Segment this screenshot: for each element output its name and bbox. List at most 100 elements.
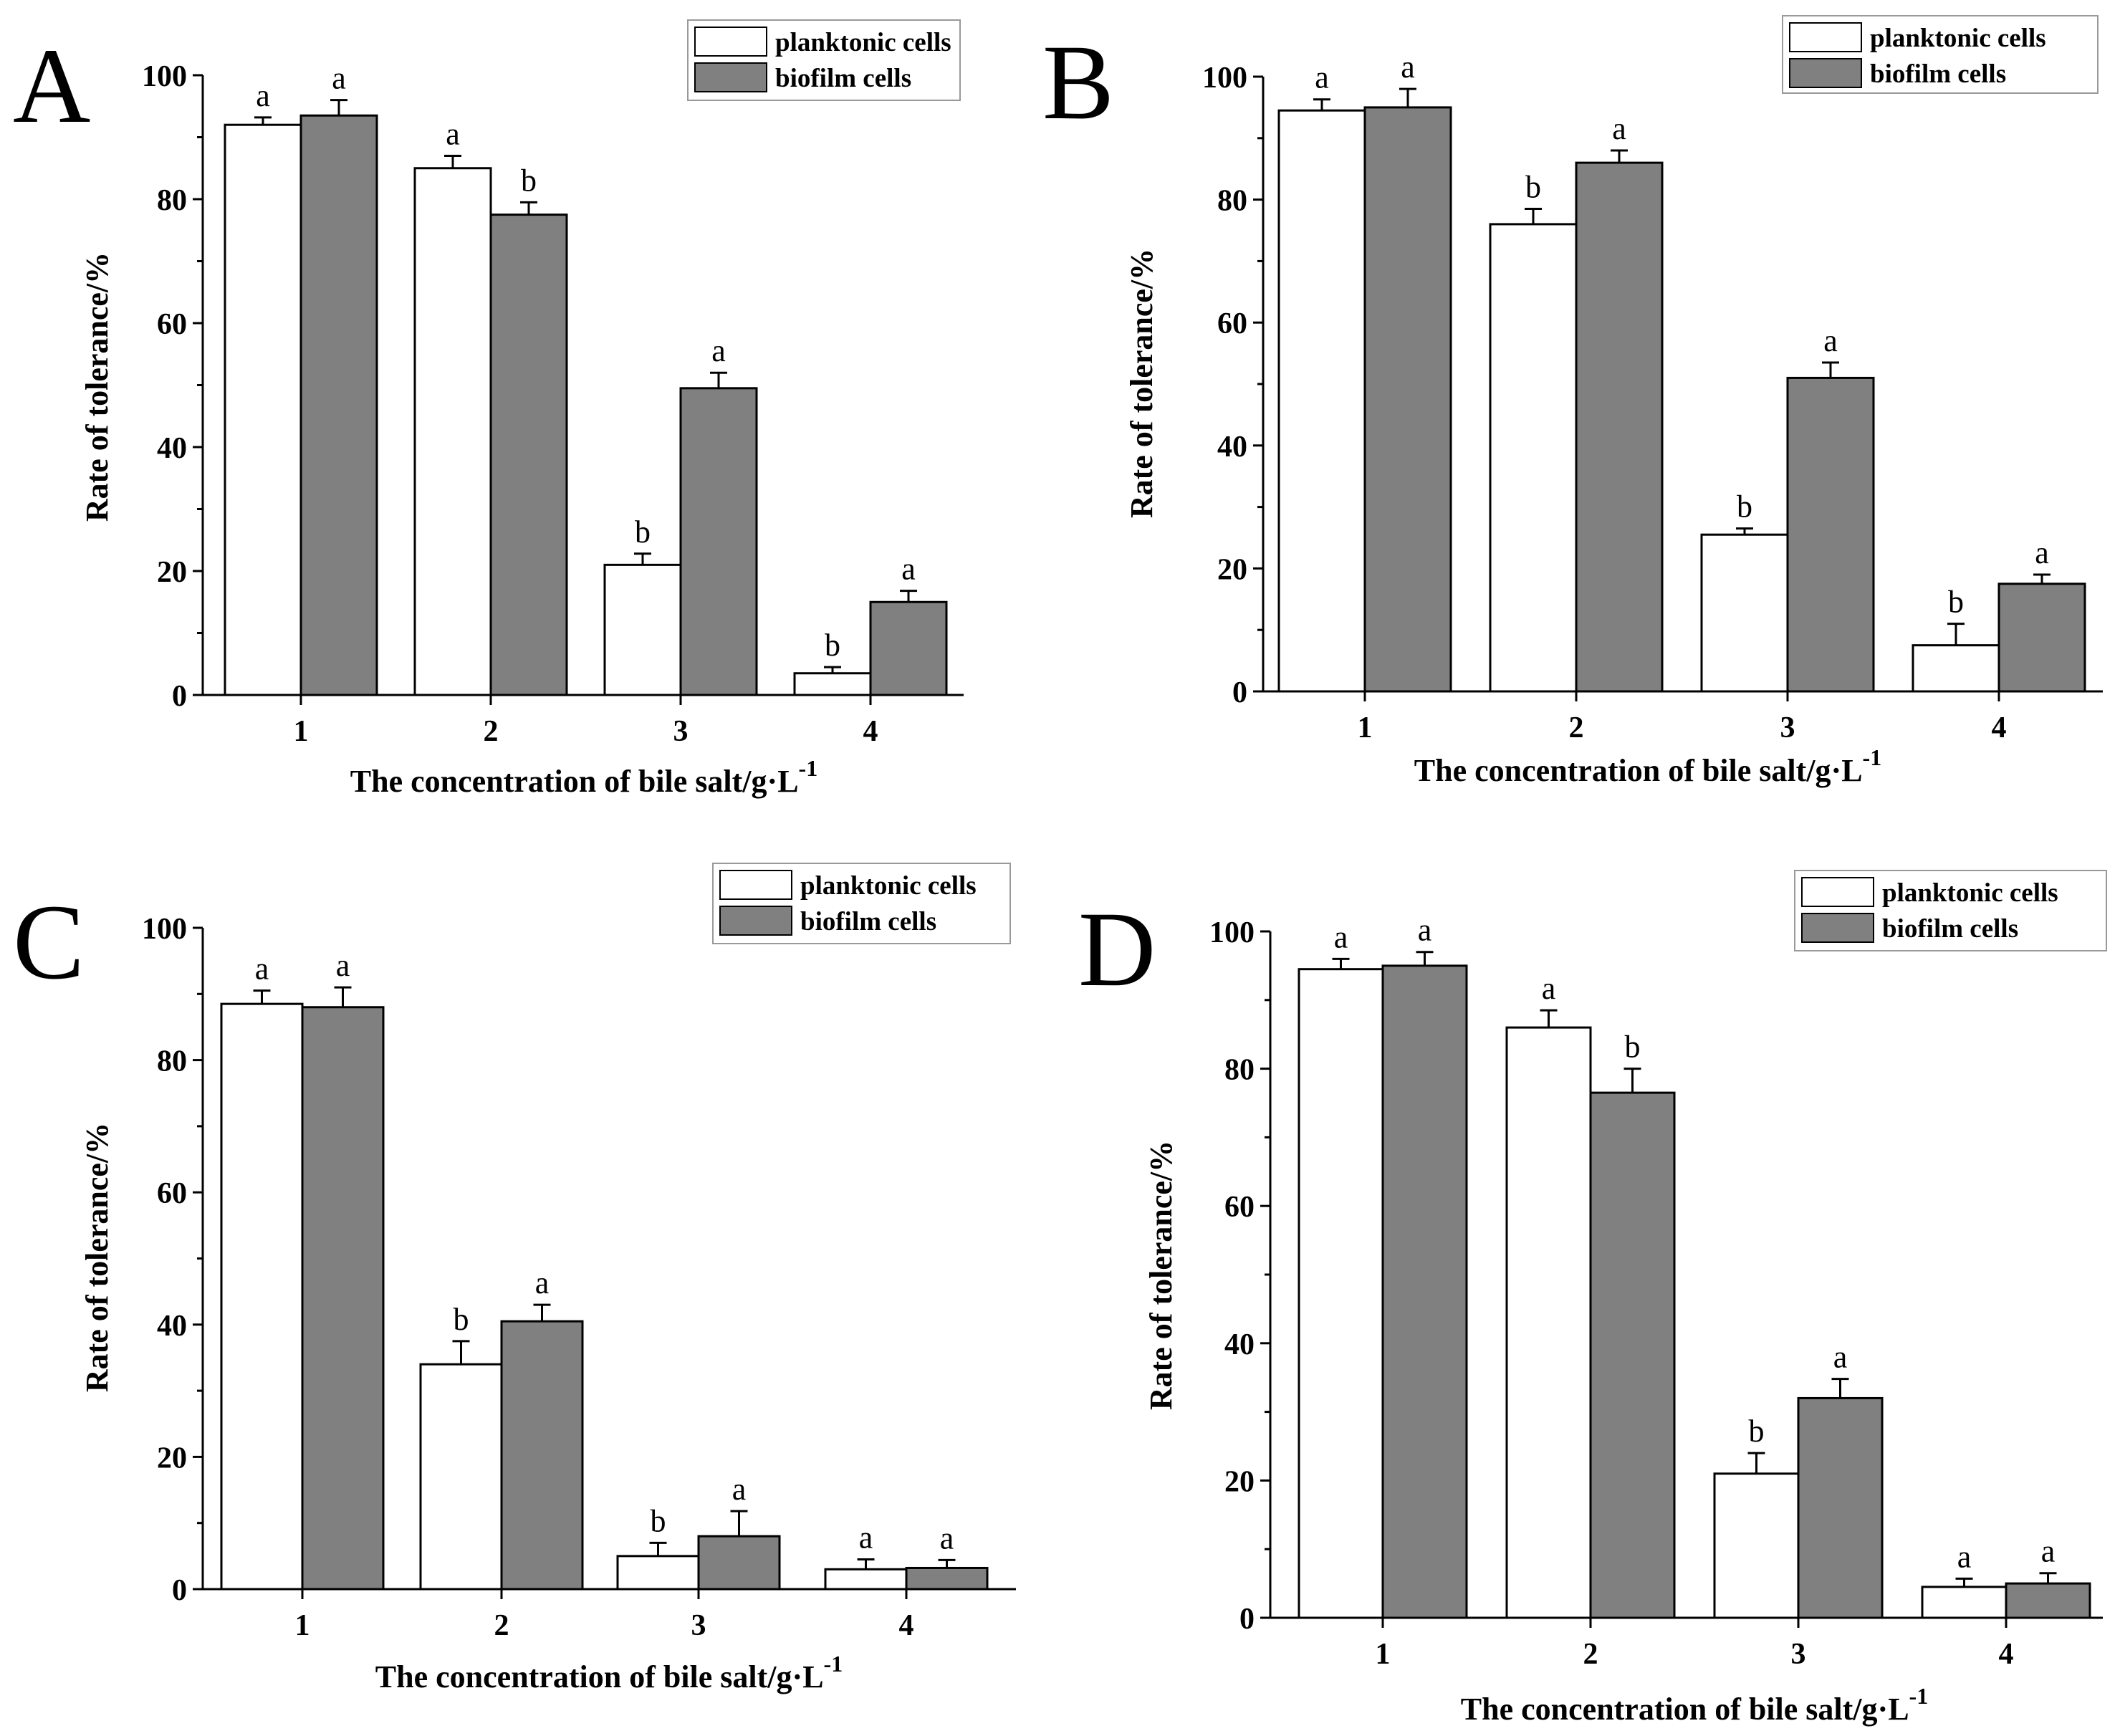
bar-planktonic-4 (1912, 644, 2000, 693)
x-axis-title: The concentration of bile salt/g·L-1 (1414, 744, 1881, 788)
x-tick-label: 1 (295, 1609, 310, 1642)
significance-label: a (256, 78, 270, 113)
significance-label: a (1823, 323, 1838, 358)
bar-planktonic-1 (1298, 968, 1384, 1619)
y-tick-label: 0 (172, 680, 187, 713)
significance-label: a (336, 948, 350, 983)
y-tick-label: 0 (1232, 676, 1247, 709)
panel-letter: C (13, 883, 85, 1002)
x-axis-title-superscript: -1 (1909, 1683, 1929, 1709)
legend-swatch-planktonic (694, 27, 767, 57)
panel-letter: A (13, 27, 90, 145)
x-axis-title-text: The concentration of bile salt/g·L (1414, 753, 1863, 788)
x-tick-label: 4 (899, 1609, 914, 1642)
legend-label-biofilm: biofilm cells (1870, 59, 2006, 89)
bar-biofilm-1 (1363, 106, 1452, 693)
x-tick-label: 3 (1780, 711, 1795, 744)
bar-planktonic-1 (224, 123, 302, 696)
x-tick-label: 1 (294, 715, 309, 748)
bar-biofilm-3 (1797, 1396, 1884, 1619)
y-tick-label: 80 (1217, 185, 1247, 218)
y-tick-label: 80 (1224, 1054, 1255, 1087)
panel-letter: B (1042, 23, 1114, 142)
legend-label-biofilm: biofilm cells (800, 907, 936, 936)
y-tick-label: 20 (157, 556, 187, 589)
significance-label: a (255, 951, 269, 987)
bar-biofilm-3 (697, 1535, 781, 1591)
x-tick-label: 3 (673, 715, 689, 748)
x-tick-label: 4 (1999, 1638, 2014, 1671)
bar-biofilm-4 (905, 1566, 989, 1591)
significance-label: a (1418, 913, 1432, 948)
y-tick-label: 60 (1217, 307, 1247, 340)
y-tick-label: 60 (157, 1177, 187, 1210)
legend-swatch-biofilm (1801, 913, 1874, 943)
legend-label-planktonic: planktonic cells (800, 871, 977, 901)
bar-biofilm-1 (301, 1006, 385, 1591)
significance-label: b (635, 514, 651, 550)
bar-biofilm-4 (869, 600, 948, 696)
bar-planktonic-1 (220, 1002, 304, 1591)
significance-label: a (732, 1472, 747, 1507)
significance-label: b (1737, 489, 1752, 524)
legend-label-planktonic: planktonic cells (1882, 878, 2058, 908)
x-tick-label: 1 (1358, 711, 1373, 744)
significance-label: a (940, 1520, 954, 1555)
legend: planktonic cells biofilm cells (687, 19, 961, 101)
y-tick-label: 40 (1224, 1328, 1255, 1361)
y-tick-label: 80 (157, 184, 187, 217)
significance-label: a (2041, 1534, 2056, 1569)
significance-label: b (651, 1503, 666, 1538)
legend-label-planktonic: planktonic cells (775, 28, 951, 57)
y-tick-label: 60 (157, 308, 187, 341)
x-axis-title-superscript: -1 (824, 1651, 843, 1677)
bar-biofilm-3 (679, 387, 758, 696)
y-tick-label: 100 (1209, 916, 1255, 949)
legend: planktonic cells biofilm cells (712, 863, 1011, 944)
bar-planktonic-4 (824, 1568, 908, 1591)
bar-planktonic-2 (1505, 1026, 1592, 1619)
significance-label: b (825, 628, 840, 663)
legend-swatch-planktonic (1801, 877, 1874, 907)
bar-biofilm-2 (1575, 161, 1664, 693)
y-tick-label: 100 (142, 913, 187, 946)
x-axis-title-text: The concentration of bile salt/g·L (1461, 1692, 1909, 1727)
y-axis-title: Rate of tolerance/% (80, 1123, 115, 1392)
bar-planktonic-2 (413, 167, 492, 696)
significance-label: a (901, 552, 916, 587)
y-tick-label: 20 (1224, 1465, 1255, 1498)
significance-label: a (1542, 971, 1556, 1006)
significance-label: b (454, 1302, 469, 1337)
y-tick-label: 80 (157, 1045, 187, 1078)
x-axis-title-superscript: -1 (799, 755, 818, 781)
significance-label: a (446, 116, 460, 151)
bar-planktonic-3 (1700, 533, 1789, 693)
x-axis-title-text: The concentration of bile salt/g·L (375, 1659, 824, 1694)
significance-label: a (332, 61, 346, 96)
y-axis-title: Rate of tolerance/% (80, 252, 115, 522)
x-axis-title-text: The concentration of bile salt/g·L (350, 764, 799, 799)
x-tick-label: 3 (691, 1609, 706, 1642)
legend-swatch-biofilm (719, 906, 792, 936)
bar-planktonic-3 (616, 1555, 700, 1591)
significance-label: b (1948, 585, 1964, 620)
y-tick-label: 60 (1224, 1191, 1255, 1224)
bar-planktonic-4 (793, 672, 872, 696)
y-tick-label: 40 (157, 1310, 187, 1343)
significance-label: b (1749, 1414, 1765, 1449)
bar-biofilm-1 (299, 114, 378, 696)
significance-label: a (1612, 111, 1626, 146)
bar-biofilm-2 (500, 1320, 584, 1591)
y-tick-label: 40 (157, 432, 187, 465)
bar-biofilm-4 (1997, 582, 2086, 693)
y-tick-label: 0 (1239, 1603, 1255, 1636)
significance-label: b (521, 163, 537, 198)
panel-letter: D (1078, 890, 1156, 1009)
legend-label-biofilm: biofilm cells (775, 64, 911, 93)
legend-swatch-biofilm (1789, 58, 1862, 88)
y-tick-label: 0 (172, 1574, 187, 1607)
